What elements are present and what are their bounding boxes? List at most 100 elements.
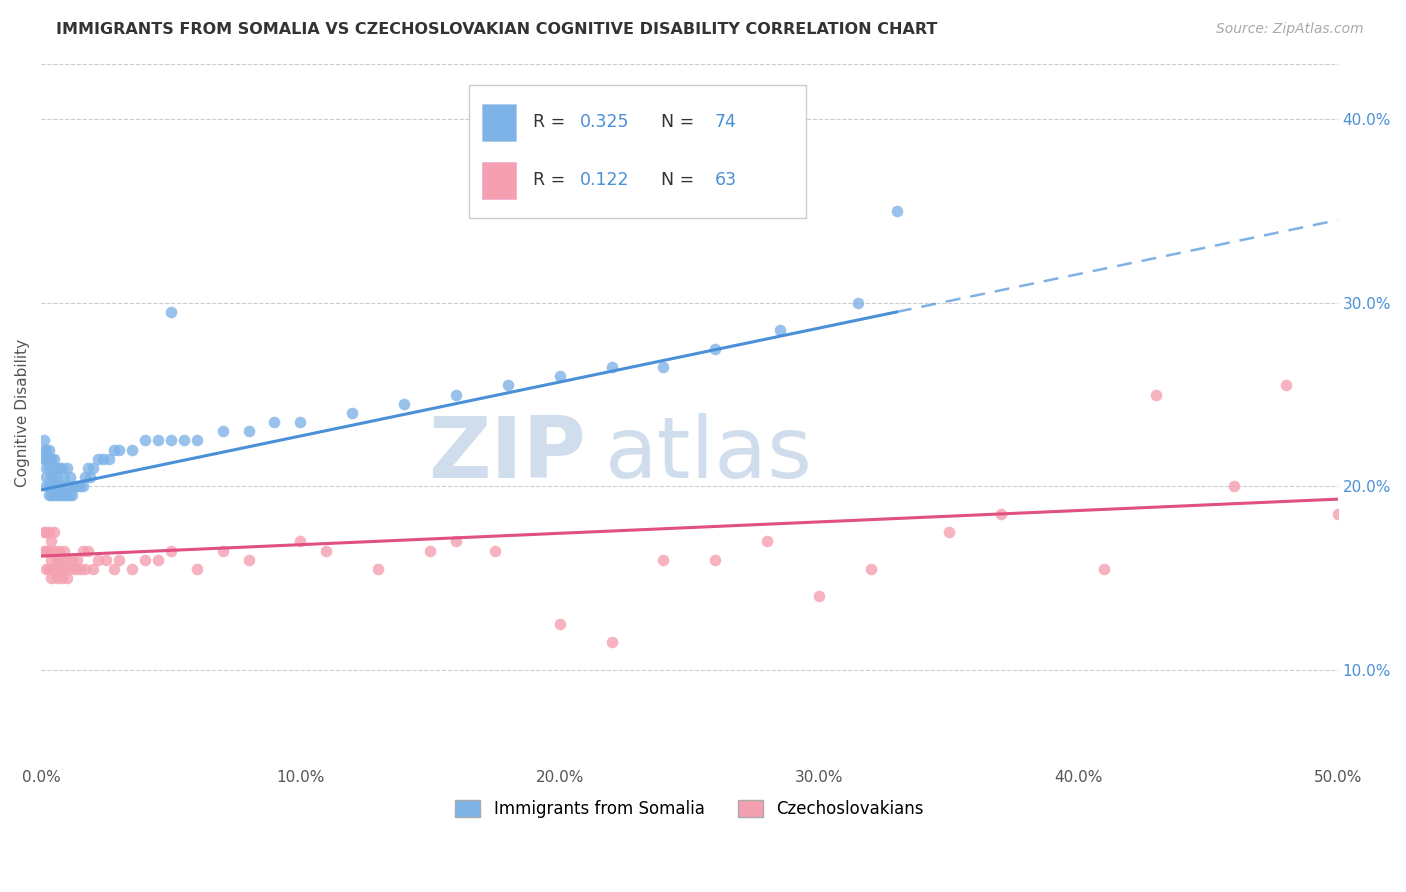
Point xyxy=(38,562,60,576)
Point xyxy=(93,451,115,466)
Point xyxy=(41,470,63,484)
Point xyxy=(103,442,125,457)
Point xyxy=(1144,387,1167,401)
Point xyxy=(56,479,79,493)
Point xyxy=(42,543,65,558)
Point xyxy=(211,424,233,438)
Point xyxy=(32,442,55,457)
Point xyxy=(35,562,58,576)
Point xyxy=(41,534,63,549)
Point xyxy=(108,442,131,457)
Point xyxy=(59,470,82,484)
Point xyxy=(87,552,110,566)
Point xyxy=(56,461,79,475)
Point xyxy=(51,488,73,502)
Point xyxy=(600,635,623,649)
Point xyxy=(87,451,110,466)
Point xyxy=(51,479,73,493)
Point xyxy=(32,525,55,540)
Point xyxy=(59,488,82,502)
Legend: Immigrants from Somalia, Czechoslovakians: Immigrants from Somalia, Czechoslovakian… xyxy=(449,793,931,824)
Point xyxy=(134,552,156,566)
Point xyxy=(290,415,312,429)
Point xyxy=(38,479,60,493)
Point xyxy=(769,323,792,337)
Point xyxy=(652,552,675,566)
Point xyxy=(186,434,208,448)
Point xyxy=(42,470,65,484)
Point xyxy=(60,552,83,566)
Point xyxy=(756,534,779,549)
Point xyxy=(41,488,63,502)
Point xyxy=(1326,507,1348,521)
Point xyxy=(652,359,675,374)
Text: Source: ZipAtlas.com: Source: ZipAtlas.com xyxy=(1216,22,1364,37)
Point xyxy=(121,562,143,576)
Point xyxy=(76,543,98,558)
Point xyxy=(704,552,727,566)
Point xyxy=(1092,562,1115,576)
Point xyxy=(315,543,337,558)
Point xyxy=(1274,378,1296,392)
Point xyxy=(48,461,70,475)
Point xyxy=(484,543,506,558)
Point xyxy=(35,461,58,475)
Point xyxy=(38,461,60,475)
Point xyxy=(66,479,89,493)
Point xyxy=(548,369,571,384)
Point xyxy=(342,406,364,420)
Point xyxy=(42,525,65,540)
Point xyxy=(51,571,73,585)
Point xyxy=(63,479,86,493)
Point xyxy=(159,434,181,448)
Point xyxy=(35,451,58,466)
Point xyxy=(35,543,58,558)
Point xyxy=(846,295,869,310)
Point xyxy=(32,543,55,558)
Point xyxy=(72,543,94,558)
Point xyxy=(82,562,104,576)
Point xyxy=(38,525,60,540)
Point xyxy=(392,397,415,411)
Point xyxy=(48,479,70,493)
Point xyxy=(51,461,73,475)
Point xyxy=(146,552,169,566)
Point xyxy=(45,552,67,566)
Point xyxy=(56,571,79,585)
Point xyxy=(75,470,97,484)
Point xyxy=(134,434,156,448)
Point xyxy=(211,543,233,558)
Point xyxy=(108,552,131,566)
Point xyxy=(69,562,91,576)
Point xyxy=(938,525,960,540)
Point xyxy=(35,442,58,457)
Point xyxy=(600,359,623,374)
Point xyxy=(990,507,1012,521)
Point xyxy=(159,305,181,319)
Point xyxy=(32,451,55,466)
Point xyxy=(1223,479,1246,493)
Point xyxy=(32,434,55,448)
Point xyxy=(769,194,792,209)
Point xyxy=(45,461,67,475)
Point xyxy=(38,451,60,466)
Point xyxy=(35,525,58,540)
Point xyxy=(38,543,60,558)
Point xyxy=(56,552,79,566)
Y-axis label: Cognitive Disability: Cognitive Disability xyxy=(15,339,30,487)
Point xyxy=(63,562,86,576)
Point xyxy=(367,562,389,576)
Point xyxy=(48,488,70,502)
Point xyxy=(42,562,65,576)
Point xyxy=(45,479,67,493)
Point xyxy=(41,571,63,585)
Point xyxy=(859,562,882,576)
Point xyxy=(48,543,70,558)
Point xyxy=(53,488,76,502)
Point xyxy=(238,552,260,566)
Point xyxy=(704,342,727,356)
Point xyxy=(53,470,76,484)
Point xyxy=(51,552,73,566)
Point xyxy=(97,451,120,466)
Point xyxy=(146,434,169,448)
